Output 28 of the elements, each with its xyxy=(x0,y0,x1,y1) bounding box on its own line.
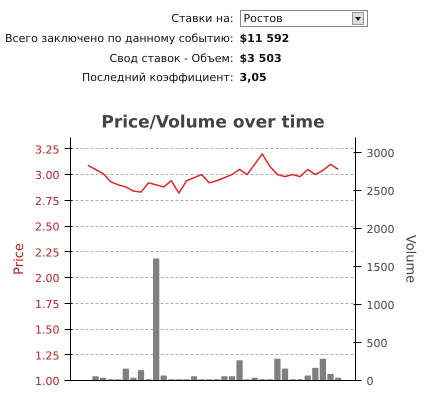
y-tick-label: 2.50 xyxy=(35,220,60,234)
y2-tick-label: 1500 xyxy=(366,261,394,274)
chart-title: Price/Volume over time xyxy=(101,112,325,132)
y2-tick-label: 3000 xyxy=(366,147,394,160)
y2-tick-label: 2000 xyxy=(366,223,394,236)
y-tick-label: 2.25 xyxy=(35,246,60,260)
text: Всего заключено по данному событию: xyxy=(5,31,235,47)
y-tick-label: 3.00 xyxy=(35,169,60,182)
text: Последний коэффициент: xyxy=(81,70,235,86)
y-tick-label: 2.75 xyxy=(35,194,60,208)
y2-tick-label: 0 xyxy=(366,375,374,388)
text: Ставки на: xyxy=(170,10,235,27)
y-tick-label: 1.50 xyxy=(35,324,60,337)
y2-tick-label: 2500 xyxy=(366,185,394,198)
text: $11 592 xyxy=(240,32,290,45)
y-tick-label: 2.00 xyxy=(35,272,60,286)
text: 3,05 xyxy=(240,71,267,84)
y-tick-label: 1.75 xyxy=(35,298,60,311)
y2-tick-label: 500 xyxy=(366,337,388,350)
text: Свод ставок - Объем: xyxy=(108,50,235,67)
text: $3 503 xyxy=(240,52,282,65)
y2-axis-title: Volume xyxy=(402,234,418,284)
y-tick-label: 1.25 xyxy=(35,349,60,362)
text: Ростов xyxy=(244,10,283,26)
y2-tick-label: 1000 xyxy=(366,299,394,312)
y-axis-title: Price xyxy=(12,243,28,275)
y-tick-label: 3.25 xyxy=(35,143,60,156)
y-tick-label: 1.00 xyxy=(35,375,60,388)
